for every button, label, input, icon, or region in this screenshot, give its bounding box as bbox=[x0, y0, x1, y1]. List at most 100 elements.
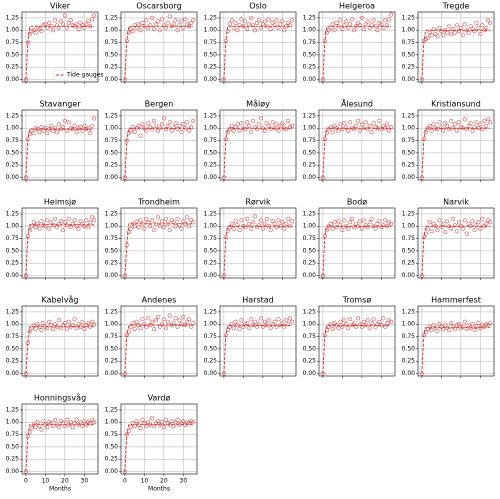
y-tick-label: 0.50 bbox=[105, 247, 119, 254]
data-point bbox=[264, 323, 269, 328]
data-point bbox=[346, 128, 351, 133]
data-point bbox=[258, 316, 263, 321]
data-point bbox=[41, 321, 46, 326]
y-tick-label: 0.00 bbox=[105, 76, 119, 83]
data-point bbox=[136, 123, 141, 128]
data-point bbox=[154, 318, 159, 323]
data-point bbox=[472, 29, 477, 34]
data-point bbox=[35, 127, 40, 132]
panel-title: Kabelvåg bbox=[42, 295, 79, 305]
data-point bbox=[231, 326, 236, 331]
data-point bbox=[451, 216, 456, 221]
panel: Oslo 0.00 0.25 0.50 0.75 1.00 1.25 bbox=[204, 2, 297, 84]
data-point bbox=[122, 469, 127, 474]
panel-title: Andenes bbox=[142, 296, 177, 305]
data-point bbox=[60, 421, 65, 426]
data-point bbox=[173, 121, 178, 126]
data-point bbox=[484, 123, 489, 128]
tide-gauge-line bbox=[322, 127, 392, 178]
data-point bbox=[84, 127, 89, 132]
data-point bbox=[427, 220, 432, 225]
data-point bbox=[478, 326, 483, 331]
data-point bbox=[175, 417, 180, 422]
data-point bbox=[70, 323, 75, 328]
data-point bbox=[486, 117, 491, 122]
y-tick-label: 0.75 bbox=[6, 39, 20, 46]
data-point bbox=[260, 324, 265, 329]
panel-title: Honningsvåg bbox=[34, 393, 86, 403]
y-tick-label: 0.25 bbox=[303, 162, 317, 169]
data-point bbox=[474, 223, 479, 228]
data-point bbox=[243, 127, 248, 132]
data-point bbox=[60, 125, 65, 130]
data-point bbox=[27, 228, 32, 233]
data-point bbox=[175, 324, 180, 329]
panel-title: Bergen bbox=[145, 100, 174, 109]
data-point bbox=[221, 273, 226, 278]
panel: Trondheim 0.00 0.25 0.50 0.75 1.00 1.25 bbox=[105, 198, 198, 280]
data-point bbox=[80, 23, 85, 28]
data-point bbox=[379, 127, 384, 132]
data-point bbox=[155, 19, 161, 24]
data-point bbox=[90, 319, 95, 324]
data-point bbox=[340, 127, 345, 132]
data-point bbox=[47, 226, 52, 231]
data-point bbox=[161, 425, 166, 430]
y-tick-label: 1.00 bbox=[6, 223, 20, 230]
panel: Bodø 0.00 0.25 0.50 0.75 1.00 1.25 bbox=[303, 198, 396, 280]
data-point bbox=[435, 127, 440, 132]
data-point bbox=[353, 123, 359, 128]
data-point bbox=[92, 13, 97, 18]
data-point bbox=[423, 231, 428, 236]
data-point bbox=[37, 226, 42, 231]
data-point bbox=[150, 218, 155, 223]
data-point bbox=[128, 226, 133, 231]
data-point bbox=[47, 127, 52, 132]
data-point bbox=[365, 19, 370, 24]
data-point bbox=[458, 25, 463, 30]
data-point bbox=[35, 420, 40, 425]
data-point bbox=[326, 224, 331, 229]
data-point bbox=[31, 220, 36, 225]
data-point bbox=[181, 122, 186, 127]
data-point bbox=[447, 24, 452, 29]
data-point bbox=[140, 20, 145, 25]
data-point bbox=[439, 225, 444, 230]
data-point bbox=[189, 324, 194, 329]
data-point bbox=[138, 218, 143, 223]
data-point bbox=[64, 25, 69, 30]
data-point bbox=[363, 323, 368, 328]
y-tick-label: 0.00 bbox=[105, 272, 119, 279]
data-point bbox=[249, 317, 254, 322]
y-tick-label: 0.75 bbox=[105, 431, 119, 438]
data-point bbox=[445, 325, 450, 330]
data-point bbox=[249, 15, 254, 20]
data-point bbox=[256, 223, 262, 228]
data-point bbox=[332, 321, 337, 326]
data-point bbox=[278, 224, 283, 229]
plot-frame bbox=[219, 11, 297, 83]
data-point bbox=[177, 223, 182, 228]
data-point bbox=[126, 329, 131, 334]
data-point bbox=[155, 215, 161, 220]
y-tick-label: 0.75 bbox=[204, 333, 218, 340]
data-point bbox=[449, 32, 454, 37]
data-point bbox=[227, 324, 232, 329]
data-point bbox=[369, 216, 374, 221]
data-point bbox=[443, 230, 448, 235]
data-point bbox=[478, 226, 483, 231]
data-point bbox=[60, 323, 65, 328]
data-point bbox=[480, 127, 485, 132]
data-point bbox=[187, 24, 192, 29]
plot-frame bbox=[417, 305, 495, 377]
data-point bbox=[167, 228, 172, 233]
y-tick-label: 0.00 bbox=[204, 370, 218, 377]
data-point bbox=[484, 25, 489, 30]
y-tick-label: 1.25 bbox=[6, 14, 20, 21]
data-point bbox=[381, 223, 386, 228]
data-point bbox=[173, 224, 178, 229]
data-point bbox=[88, 24, 93, 29]
y-tick-label: 0.25 bbox=[303, 64, 317, 71]
data-point bbox=[72, 421, 77, 426]
x-axis-label: Months bbox=[148, 486, 170, 493]
